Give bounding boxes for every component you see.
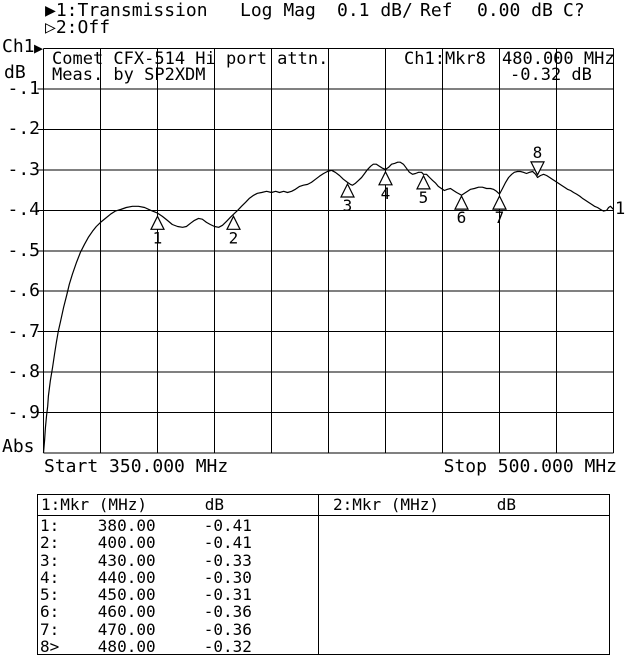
channel-pointer-icon: ▶ xyxy=(34,39,44,57)
format-label: Log Mag xyxy=(240,0,316,21)
inactive-channel-icon: ▷ xyxy=(45,17,56,38)
channel-label: Ch1 xyxy=(2,36,35,57)
y-axis-units: dB xyxy=(4,62,26,83)
active-channel-icon: ▶ xyxy=(45,0,56,21)
marker-4-triangle xyxy=(378,170,393,186)
marker-table2-header: 2:Mkr (MHz) dB xyxy=(333,495,517,514)
y-tick-label: -.4 xyxy=(7,199,40,220)
marker-table-header-rule xyxy=(38,515,609,516)
ref-value: 0.00 dB xyxy=(477,0,553,21)
marker-8-label: 8 xyxy=(533,143,543,162)
y-tick-label: -.5 xyxy=(7,239,40,261)
marker-6-label: 6 xyxy=(457,208,467,227)
channel1-measurement: 1:Transmission xyxy=(55,0,208,21)
marker-5-triangle xyxy=(416,174,431,190)
marker-readout-frequency: 480.000 MHz xyxy=(502,49,615,69)
marker-table-divider xyxy=(318,495,319,654)
start-frequency-label: Start 350.000 MHz xyxy=(44,456,229,477)
marker-2-triangle xyxy=(226,214,241,230)
grid-lines xyxy=(37,48,614,454)
y-tick-label: -.3 xyxy=(7,158,40,180)
marker-3-triangle xyxy=(340,182,355,198)
marker-5-label: 5 xyxy=(419,188,429,207)
channel1-status-line: ▶1:Transmission xyxy=(45,2,208,20)
marker-table1-rows: 1: 380.00 -0.41 2: 400.00 -0.41 3: 430.0… xyxy=(40,516,252,656)
marker-readout-channel: Ch1:Mkr8 xyxy=(404,49,486,69)
channel2-measurement: 2:Off xyxy=(55,17,111,38)
title-line1: Comet CFX-514 Hi port attn. xyxy=(52,49,329,69)
marker-8-triangle xyxy=(530,161,545,177)
marker-4-label: 4 xyxy=(381,184,391,203)
y-tick-label: -.6 xyxy=(7,280,40,301)
marker-table1-header: 1:Mkr (MHz) dB xyxy=(41,495,225,514)
y-tick-label: -.1 xyxy=(7,77,40,99)
stop-frequency-label: Stop 500.000 MHz xyxy=(443,456,617,477)
y-tick-label: -.7 xyxy=(7,320,40,342)
trace-path xyxy=(42,161,614,454)
y-axis-tick-labels: -.1 -.2 -.3 -.4 -.5 -.6 -.7 -.8 -.9 xyxy=(0,0,40,659)
marker-7-triangle xyxy=(492,194,507,210)
scale-per-div: 0.1 dB/ xyxy=(337,0,413,21)
marker-6-triangle xyxy=(454,194,469,210)
marker-table: 1:Mkr (MHz) dB 2:Mkr (MHz) dB 1: 380.00 … xyxy=(37,494,610,655)
title-line2: Meas. by SP2XDM xyxy=(52,65,206,85)
y-tick-label: -.9 xyxy=(7,401,40,423)
marker-3-label: 3 xyxy=(343,196,353,215)
marker-7-label: 7 xyxy=(495,208,505,227)
marker-readout-value: -0.32 dB xyxy=(510,65,592,85)
ref-label: Ref xyxy=(420,0,453,21)
marker-2-label: 2 xyxy=(229,228,239,247)
channel2-status-line: ▷2:Off xyxy=(45,19,110,37)
cal-status: C? xyxy=(563,0,585,21)
trace-number-label: 1 xyxy=(615,199,625,219)
y-tick-label: -.8 xyxy=(7,361,40,382)
marker-1-triangle xyxy=(150,214,165,230)
abs-label: Abs xyxy=(2,436,35,457)
y-tick-label: -.2 xyxy=(7,118,40,139)
marker-1-label: 1 xyxy=(153,228,163,247)
